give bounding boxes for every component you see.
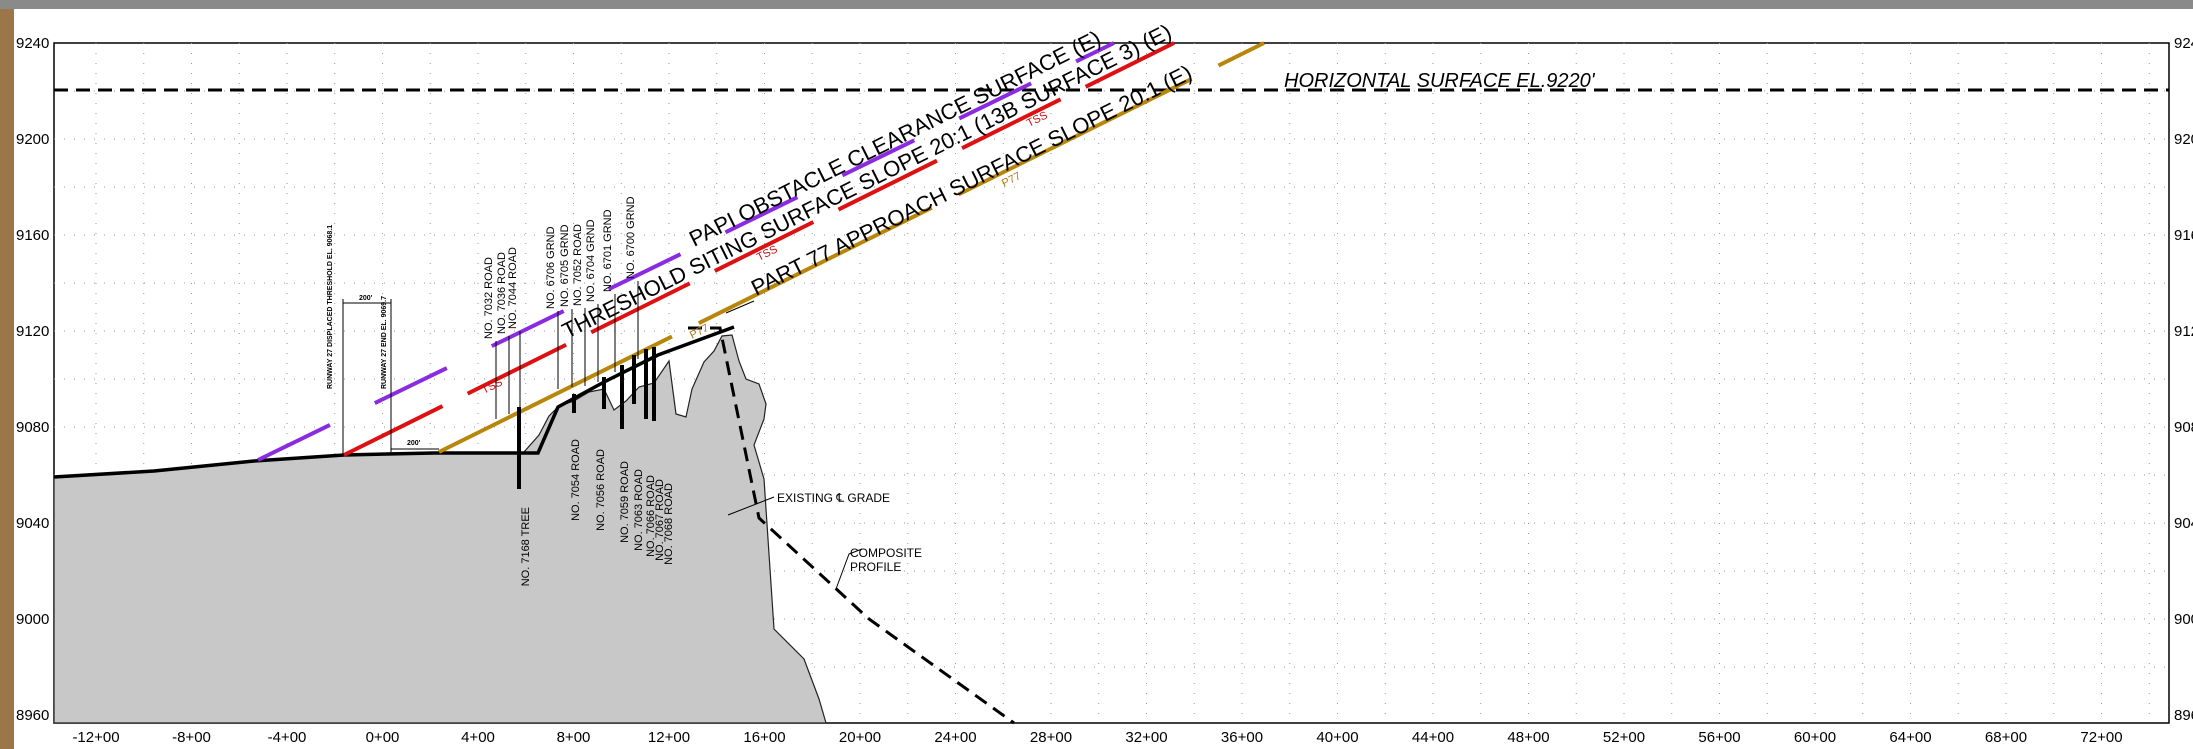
profile-drawing: HORIZONTAL SURFACE EL.9220' PAPI OBSTACL… (16, 19, 2193, 746)
x-tick-label: 0+00 (366, 729, 400, 746)
x-tick-label: 48+00 (1507, 729, 1549, 746)
x-tick-label: 8+00 (557, 729, 591, 746)
obstruction-label-upper: NO. 7036 ROAD (496, 252, 508, 334)
obstruction-label-lower: NO. 7066 ROAD (645, 475, 657, 557)
obstruction-label-lower: NO. 7168 TREE (520, 507, 532, 586)
x-tick-label: 56+00 (1698, 729, 1740, 746)
y-axis-right: 9240 9200 9160 9120 9080 9040 9000 8960 (2174, 35, 2193, 724)
x-tick-label: 68+00 (1985, 729, 2027, 746)
obstruction-label-upper: NO. 7044 ROAD (507, 247, 519, 329)
tss-tag-1: TSS (480, 376, 505, 396)
x-tick-label: -4+00 (268, 729, 307, 746)
part77-leader-line (725, 300, 755, 314)
x-tick-label: 40+00 (1316, 729, 1358, 746)
dim-200-lower: 200' (407, 440, 421, 447)
papi-surface-line (257, 41, 1115, 462)
x-tick-label: 72+00 (2080, 729, 2122, 746)
dim-200-upper: 200' (359, 295, 373, 302)
drawing-sheet: HORIZONTAL SURFACE EL.9220' PAPI OBSTACL… (14, 9, 2193, 749)
composite-profile-label-line2: PROFILE (850, 560, 901, 574)
x-tick-label: 32+00 (1125, 729, 1167, 746)
x-tick-label: 16+00 (743, 729, 785, 746)
y-tick-label: 9200 (16, 131, 49, 148)
x-tick-label: 28+00 (1030, 729, 1072, 746)
y-tick-label-right: 9080 (2174, 419, 2193, 436)
y-tick-label-right: 9000 (2174, 611, 2193, 628)
composite-profile-label-line1: COMPOSITE (850, 546, 922, 560)
y-tick-label: 9080 (16, 419, 49, 436)
x-tick-label: 60+00 (1794, 729, 1836, 746)
obstruction-label-upper: NO. 6706 GRND (545, 226, 557, 309)
obstruction-label-upper: NO. 6700 GRND (625, 196, 637, 279)
threshold-surface-label: THRESHOLD SITING SURFACE SLOPE 20:1 (13B… (558, 19, 1175, 344)
window-frame-top (0, 0, 2193, 9)
horizontal-surface-label: HORIZONTAL SURFACE EL.9220' (1284, 70, 1596, 92)
composite-profile-leader (835, 548, 863, 590)
y-tick-label: 9160 (16, 227, 49, 244)
y-tick-label-right: 9160 (2174, 227, 2193, 244)
y-tick-label: 9000 (16, 611, 49, 628)
x-tick-label: -8+00 (172, 729, 211, 746)
y-tick-label: 9240 (16, 35, 49, 52)
y-tick-label-right: 9120 (2174, 323, 2193, 340)
y-tick-label-right: 9240 (2174, 35, 2193, 52)
y-tick-label: 8960 (16, 707, 49, 724)
window-frame-left (0, 9, 14, 749)
runway-threshold-label: RUNWAY 27 DISPLACED THRESHOLD EL. 9068.1 (327, 225, 334, 389)
obstruction-stems (495, 281, 656, 489)
composite-profile (688, 326, 1015, 725)
x-tick-label: -12+00 (72, 729, 119, 746)
y-tick-label: 9040 (16, 515, 49, 532)
x-tick-label: 24+00 (934, 729, 976, 746)
runway-end-label: RUNWAY 27 END EL. 9069.7 (381, 296, 388, 389)
x-axis: -12+00 -8+00 -4+00 0+00 4+00 8+00 12+00 16+00 20… (72, 729, 2122, 746)
obstruction-labels-lower: NO. 7168 TREE NO. 7054 ROAD NO. 7056 ROAD N… (520, 439, 675, 586)
obstruction-label-lower: NO. 7056 ROAD (595, 449, 607, 531)
y-tick-label-right: 8960 (2174, 707, 2193, 724)
obstruction-label-lower: NO. 7059 ROAD (619, 461, 631, 543)
x-tick-label: 64+00 (1889, 729, 1931, 746)
x-tick-label: 12+00 (648, 729, 690, 746)
x-tick-label: 20+00 (839, 729, 881, 746)
y-tick-label: 9120 (16, 323, 49, 340)
threshold-surface-line (343, 41, 1175, 457)
obstruction-label-upper: NO. 6701 GRND (602, 209, 614, 292)
existing-grade-label: EXISTING ℄ GRADE (777, 491, 890, 505)
y-axis-left: 9240 9200 9160 9120 9080 9040 9000 8960 (16, 35, 49, 724)
x-tick-label: 4+00 (461, 729, 495, 746)
x-tick-label: 44+00 (1412, 729, 1454, 746)
obstruction-label-lower: NO. 7063 ROAD (633, 469, 645, 551)
part77-surface-line (438, 41, 1265, 454)
obstruction-label-upper: NO. 6704 GRND (585, 219, 597, 302)
y-tick-label-right: 9040 (2174, 515, 2193, 532)
existing-grade-leader (727, 496, 775, 516)
x-tick-label: 36+00 (1221, 729, 1263, 746)
obstruction-label-lower: NO. 7067 ROAD (654, 479, 666, 561)
obstruction-label-lower: NO. 7068 ROAD (663, 483, 675, 565)
existing-terrain (53, 334, 827, 724)
obstruction-label-lower: NO. 7054 ROAD (570, 439, 582, 521)
obstruction-labels-upper: NO. 7032 ROAD NO. 7036 ROAD NO. 7044 ROAD N… (483, 196, 637, 339)
obstruction-label-upper: NO. 6705 GRND (559, 224, 571, 307)
y-tick-label-right: 9200 (2174, 131, 2193, 148)
obstruction-label-upper: NO. 7032 ROAD (483, 257, 495, 339)
obstruction-label-upper: NO. 7052 ROAD (572, 224, 584, 306)
x-tick-label: 52+00 (1603, 729, 1645, 746)
